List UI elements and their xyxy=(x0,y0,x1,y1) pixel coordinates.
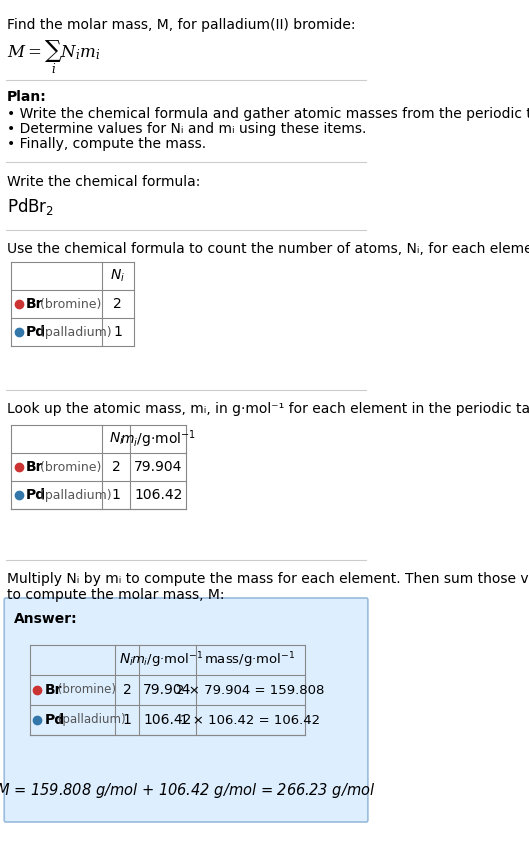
Text: • Write the chemical formula and gather atomic masses from the periodic table.: • Write the chemical formula and gather … xyxy=(7,107,529,121)
Text: Look up the atomic mass, mᵢ, in g·mol⁻¹ for each element in the periodic table:: Look up the atomic mass, mᵢ, in g·mol⁻¹ … xyxy=(7,402,529,416)
Text: 106.42: 106.42 xyxy=(143,713,191,727)
Text: Plan:: Plan: xyxy=(7,90,47,104)
FancyBboxPatch shape xyxy=(4,598,368,822)
Text: $N_i$: $N_i$ xyxy=(120,651,134,669)
Text: • Determine values for Nᵢ and mᵢ using these items.: • Determine values for Nᵢ and mᵢ using t… xyxy=(7,122,367,136)
Text: Br: Br xyxy=(26,297,43,311)
Text: 2 × 79.904 = 159.808: 2 × 79.904 = 159.808 xyxy=(176,683,324,697)
Text: (palladium): (palladium) xyxy=(54,714,126,727)
Text: Pd: Pd xyxy=(44,713,65,727)
Text: Find the molar mass, M, for palladium(II) bromide:: Find the molar mass, M, for palladium(II… xyxy=(7,18,355,32)
Text: Answer:: Answer: xyxy=(14,612,78,626)
Text: $N_i$: $N_i$ xyxy=(111,268,125,284)
Text: $\mathrm{PdBr_2}$: $\mathrm{PdBr_2}$ xyxy=(7,196,54,217)
Text: (bromine): (bromine) xyxy=(36,461,101,473)
Text: 106.42: 106.42 xyxy=(134,488,183,502)
Text: 1 × 106.42 = 106.42: 1 × 106.42 = 106.42 xyxy=(180,714,320,727)
Text: $m_i$/g·mol$^{-1}$: $m_i$/g·mol$^{-1}$ xyxy=(120,428,196,449)
Text: 2: 2 xyxy=(113,297,122,311)
Text: 1: 1 xyxy=(112,488,121,502)
Text: 79.904: 79.904 xyxy=(143,683,191,697)
Text: Br: Br xyxy=(44,683,62,697)
Text: 79.904: 79.904 xyxy=(134,460,183,474)
Text: Pd: Pd xyxy=(26,488,46,502)
Text: 2: 2 xyxy=(112,460,121,474)
Text: $m_i$/g·mol$^{-1}$: $m_i$/g·mol$^{-1}$ xyxy=(131,651,204,669)
Text: (palladium): (palladium) xyxy=(36,489,112,502)
Text: (bromine): (bromine) xyxy=(54,683,116,697)
Text: mass/g·mol$^{-1}$: mass/g·mol$^{-1}$ xyxy=(204,651,296,669)
Text: 1: 1 xyxy=(123,713,131,727)
Text: $M = \sum_i N_i m_i$: $M = \sum_i N_i m_i$ xyxy=(7,38,101,75)
Text: Pd: Pd xyxy=(26,325,46,339)
Text: (palladium): (palladium) xyxy=(36,325,112,338)
Text: • Finally, compute the mass.: • Finally, compute the mass. xyxy=(7,137,206,151)
Text: $N_i$: $N_i$ xyxy=(108,431,124,447)
Text: Use the chemical formula to count the number of atoms, Nᵢ, for each element:: Use the chemical formula to count the nu… xyxy=(7,242,529,256)
Text: 2: 2 xyxy=(123,683,131,697)
Text: Write the chemical formula:: Write the chemical formula: xyxy=(7,175,200,189)
Text: 1: 1 xyxy=(113,325,122,339)
Text: Multiply Nᵢ by mᵢ to compute the mass for each element. Then sum those values
to: Multiply Nᵢ by mᵢ to compute the mass fo… xyxy=(7,572,529,603)
Text: $M$ = 159.808 g/mol + 106.42 g/mol = 266.23 g/mol: $M$ = 159.808 g/mol + 106.42 g/mol = 266… xyxy=(0,781,376,800)
Text: (bromine): (bromine) xyxy=(36,298,101,311)
Text: Br: Br xyxy=(26,460,43,474)
